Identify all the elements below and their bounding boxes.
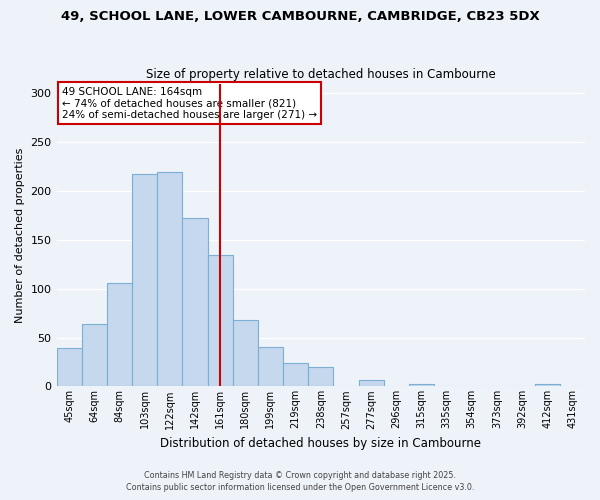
Bar: [258, 348, 283, 387]
Bar: [409, 384, 434, 386]
Bar: [182, 218, 208, 386]
Y-axis label: Number of detached properties: Number of detached properties: [15, 148, 25, 322]
Bar: [359, 380, 383, 386]
X-axis label: Distribution of detached houses by size in Cambourne: Distribution of detached houses by size …: [160, 437, 481, 450]
Bar: [233, 320, 258, 386]
Text: 49, SCHOOL LANE, LOWER CAMBOURNE, CAMBRIDGE, CB23 5DX: 49, SCHOOL LANE, LOWER CAMBOURNE, CAMBRI…: [61, 10, 539, 23]
Bar: [208, 254, 233, 386]
Bar: [107, 283, 132, 387]
Bar: [283, 363, 308, 386]
Bar: [132, 174, 157, 386]
Text: 49 SCHOOL LANE: 164sqm
← 74% of detached houses are smaller (821)
24% of semi-de: 49 SCHOOL LANE: 164sqm ← 74% of detached…: [62, 86, 317, 120]
Bar: [308, 367, 334, 386]
Title: Size of property relative to detached houses in Cambourne: Size of property relative to detached ho…: [146, 68, 496, 81]
Bar: [157, 172, 182, 386]
Bar: [82, 324, 107, 386]
Bar: [535, 384, 560, 386]
Bar: [56, 348, 82, 387]
Text: Contains HM Land Registry data © Crown copyright and database right 2025.
Contai: Contains HM Land Registry data © Crown c…: [126, 471, 474, 492]
